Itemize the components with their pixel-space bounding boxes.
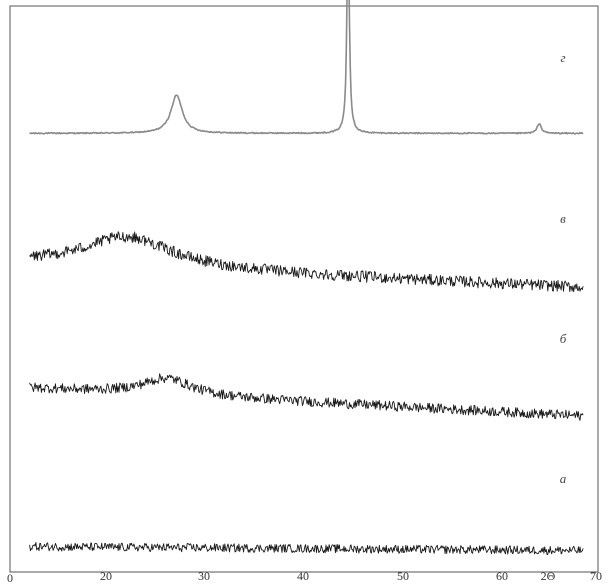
- x-tick-label: 0: [7, 571, 13, 585]
- x-axis-title: 2Θ: [541, 569, 556, 583]
- series-line-2: [29, 373, 584, 421]
- x-tick-label: 60: [496, 569, 508, 583]
- x-tick-label: 70: [590, 569, 602, 583]
- curve-label-b: б: [560, 331, 567, 346]
- series-line-3: [29, 541, 584, 555]
- x-axis-ticks: 0 20 30 40 50 60 70: [7, 569, 602, 585]
- x-tick-label: 40: [297, 569, 309, 583]
- curve-label-a: а: [560, 471, 567, 486]
- plot-frame: [9, 5, 599, 573]
- series-line-1: [29, 231, 584, 293]
- x-tick-label: 50: [397, 569, 409, 583]
- curve-label-g: г: [560, 50, 565, 65]
- curve-label-v: в: [560, 211, 566, 226]
- series-line-0: [29, 0, 584, 135]
- x-tick-label: 20: [100, 569, 112, 583]
- curves-group: [29, 0, 584, 555]
- x-tick-label: 30: [198, 569, 210, 583]
